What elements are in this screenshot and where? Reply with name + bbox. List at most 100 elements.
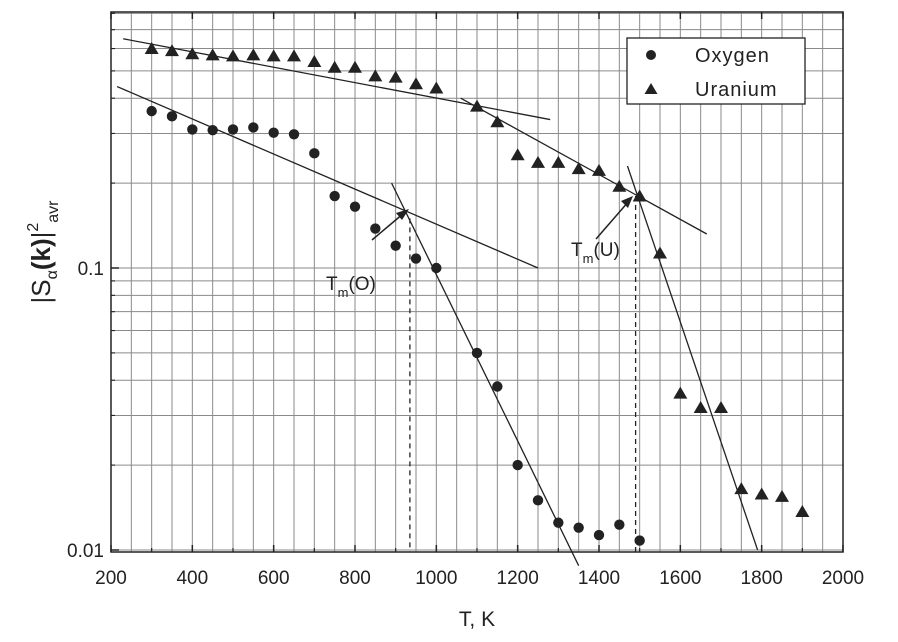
uranium-point xyxy=(592,163,606,176)
oxygen-point xyxy=(410,253,422,264)
fit-line xyxy=(116,85,539,269)
y-axis-title-sub2: avr xyxy=(45,200,62,223)
legend: Oxygen Uranium xyxy=(626,37,806,105)
oxygen-point xyxy=(532,495,544,506)
uranium-point xyxy=(144,42,159,55)
fit-line xyxy=(460,97,708,235)
uranium-point xyxy=(226,49,240,62)
uranium-point xyxy=(551,155,566,168)
oxygen-point xyxy=(370,223,381,234)
y-axis-title-main: |S xyxy=(26,279,56,303)
uranium-point xyxy=(368,69,383,82)
uranium-point xyxy=(185,47,200,60)
oxygen-point xyxy=(512,459,523,471)
uranium-point xyxy=(205,48,220,61)
tm-uranium-label: Tm(U) xyxy=(571,240,620,266)
uranium-point xyxy=(348,60,362,73)
x-tick-label: 600 xyxy=(258,568,290,589)
uranium-point xyxy=(327,60,342,73)
tm-oxygen-label: Tm(O) xyxy=(326,274,376,300)
tm-uranium-annotation: Tm(U) xyxy=(571,196,633,266)
uranium-point xyxy=(246,48,261,61)
x-tick-label: 1200 xyxy=(497,568,539,589)
oxygen-point xyxy=(187,124,198,135)
oxygen-point xyxy=(309,148,320,159)
y-tick-label: 0.01 xyxy=(67,541,104,562)
oxygen-point xyxy=(593,529,605,541)
uranium-point xyxy=(531,155,545,168)
uranium-point xyxy=(409,77,423,90)
oxygen-point xyxy=(268,127,279,138)
uranium-point xyxy=(612,179,627,192)
y-tick-label: 0.1 xyxy=(78,259,104,280)
uranium-point xyxy=(775,489,789,502)
oxygen-point xyxy=(390,240,401,251)
uranium-point xyxy=(165,44,179,57)
fit-lines xyxy=(116,38,759,566)
tm-uranium-arrowhead xyxy=(621,196,633,208)
oxygen-point xyxy=(227,124,239,135)
fit-line xyxy=(391,182,580,566)
melting-point-markers xyxy=(409,196,637,552)
y-axis-title-bold: (k) xyxy=(26,238,56,270)
x-tick-label: 2000 xyxy=(822,568,864,589)
legend-label-oxygen: Oxygen xyxy=(695,45,770,67)
fit-line xyxy=(626,165,759,551)
grid xyxy=(111,12,843,552)
legend-label-uranium: Uranium xyxy=(695,79,778,101)
x-tick-label: 200 xyxy=(95,568,127,589)
oxygen-point xyxy=(573,522,584,533)
uranium-point xyxy=(571,162,586,175)
data-points xyxy=(144,42,810,546)
uranium-point xyxy=(287,49,301,62)
uranium-point xyxy=(754,487,769,500)
y-axis-title-sup: 2 xyxy=(25,223,42,232)
x-axis-title: T, K xyxy=(459,608,495,631)
oxygen-point xyxy=(553,517,564,528)
uranium-point xyxy=(307,54,322,67)
oxygen-point xyxy=(471,347,483,359)
oxygen-point xyxy=(614,519,625,530)
x-tick-label: 1400 xyxy=(578,568,620,589)
tm-oxygen-arrow xyxy=(371,212,405,241)
oxygen-point xyxy=(431,262,442,274)
y-axis-title-sub: α xyxy=(44,270,61,279)
oxygen-point xyxy=(349,201,361,212)
y-axis-title: |Sα(k)|2avr xyxy=(25,200,62,304)
uranium-point xyxy=(795,504,810,517)
fit-line xyxy=(123,38,551,121)
y-axis-title-bar: | xyxy=(26,232,56,239)
oxygen-point xyxy=(166,111,178,122)
uranium-point xyxy=(714,401,728,414)
oxygen-point xyxy=(288,129,300,140)
uranium-point xyxy=(388,70,403,83)
legend-marker-oxygen xyxy=(646,50,656,60)
x-tick-label: 1000 xyxy=(415,568,457,589)
uranium-point xyxy=(653,246,667,259)
uranium-point xyxy=(490,115,505,128)
oxygen-point xyxy=(207,125,218,136)
oxygen-point xyxy=(329,190,340,202)
axis-ticks: 200 400 600 800 1000 1200 1400 1600 1800 2000 0.01… xyxy=(67,12,864,589)
tm-uranium-arrow xyxy=(595,200,630,240)
x-tick-label: 1600 xyxy=(659,568,701,589)
oxygen-point xyxy=(146,105,157,117)
uranium-point xyxy=(673,386,688,399)
uranium-point xyxy=(510,148,525,161)
tm-oxygen-annotation: Tm(O) xyxy=(326,209,409,300)
oxygen-point xyxy=(492,381,503,392)
oxygen-point xyxy=(634,535,645,546)
legend-marker-uranium xyxy=(644,83,658,94)
uranium-point xyxy=(632,189,647,202)
x-tick-label: 400 xyxy=(176,568,208,589)
uranium-point xyxy=(693,401,708,414)
uranium-point xyxy=(470,99,484,112)
oxygen-point xyxy=(248,122,259,133)
x-tick-label: 800 xyxy=(339,568,371,589)
x-tick-label: 1800 xyxy=(741,568,783,589)
tm-oxygen-arrowhead xyxy=(396,209,409,220)
uranium-point xyxy=(429,81,444,94)
uranium-point xyxy=(266,49,281,62)
uranium-point xyxy=(734,482,749,495)
